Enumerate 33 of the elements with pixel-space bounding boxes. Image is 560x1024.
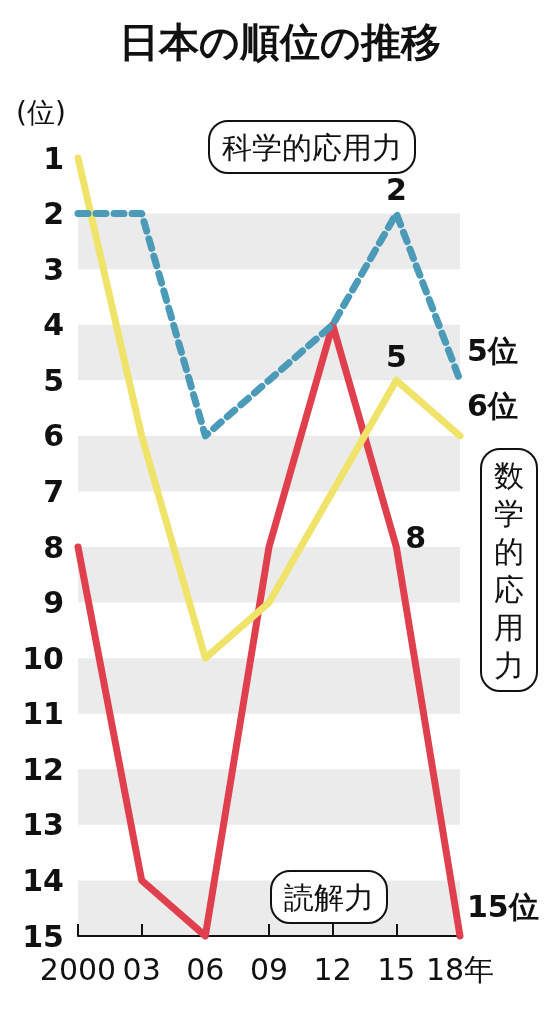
series-label: 数学的応用力 xyxy=(494,457,524,683)
y-tick-label: 6 xyxy=(43,418,64,454)
x-tick-label: 12 xyxy=(313,951,352,987)
y-tick-label: 13 xyxy=(22,807,64,843)
data-label: 6位 xyxy=(467,388,518,424)
data-label: 8 xyxy=(405,519,427,555)
y-tick-label: 5 xyxy=(43,362,64,398)
data-label: 5位 xyxy=(467,332,518,368)
text: 読解力 xyxy=(284,879,374,915)
y-tick-label: 3 xyxy=(43,251,64,287)
y-tick-label: 14 xyxy=(22,862,64,898)
y-tick-label: 8 xyxy=(43,529,64,565)
x-tick-label: 2000 xyxy=(39,951,117,987)
x-tick-label: 03 xyxy=(122,951,161,987)
y-tick-label: 9 xyxy=(43,585,64,621)
series-label: 科学的応用力 xyxy=(222,129,402,165)
y-axis-title: (位) xyxy=(16,95,66,129)
y-tick-label: 2 xyxy=(43,196,64,232)
x-tick-label: 06 xyxy=(186,951,225,987)
x-tick-label: 18年 xyxy=(425,951,495,987)
y-tick-label: 12 xyxy=(22,751,64,787)
y-tick-label: 15 xyxy=(22,918,64,954)
x-tick-label: 15 xyxy=(377,951,416,987)
y-tick-label: 1 xyxy=(43,140,64,176)
data-label: 5 xyxy=(385,338,407,374)
data-label: 15位 xyxy=(467,888,539,924)
y-tick-label: 11 xyxy=(22,696,64,732)
y-tick-label: 7 xyxy=(43,473,64,509)
x-tick-label: 09 xyxy=(249,951,289,987)
y-tick-label: 4 xyxy=(43,307,64,343)
chart-title: 日本の順位の推移 xyxy=(119,19,441,65)
data-label: 2 xyxy=(385,172,407,208)
y-tick-label: 10 xyxy=(22,640,64,676)
